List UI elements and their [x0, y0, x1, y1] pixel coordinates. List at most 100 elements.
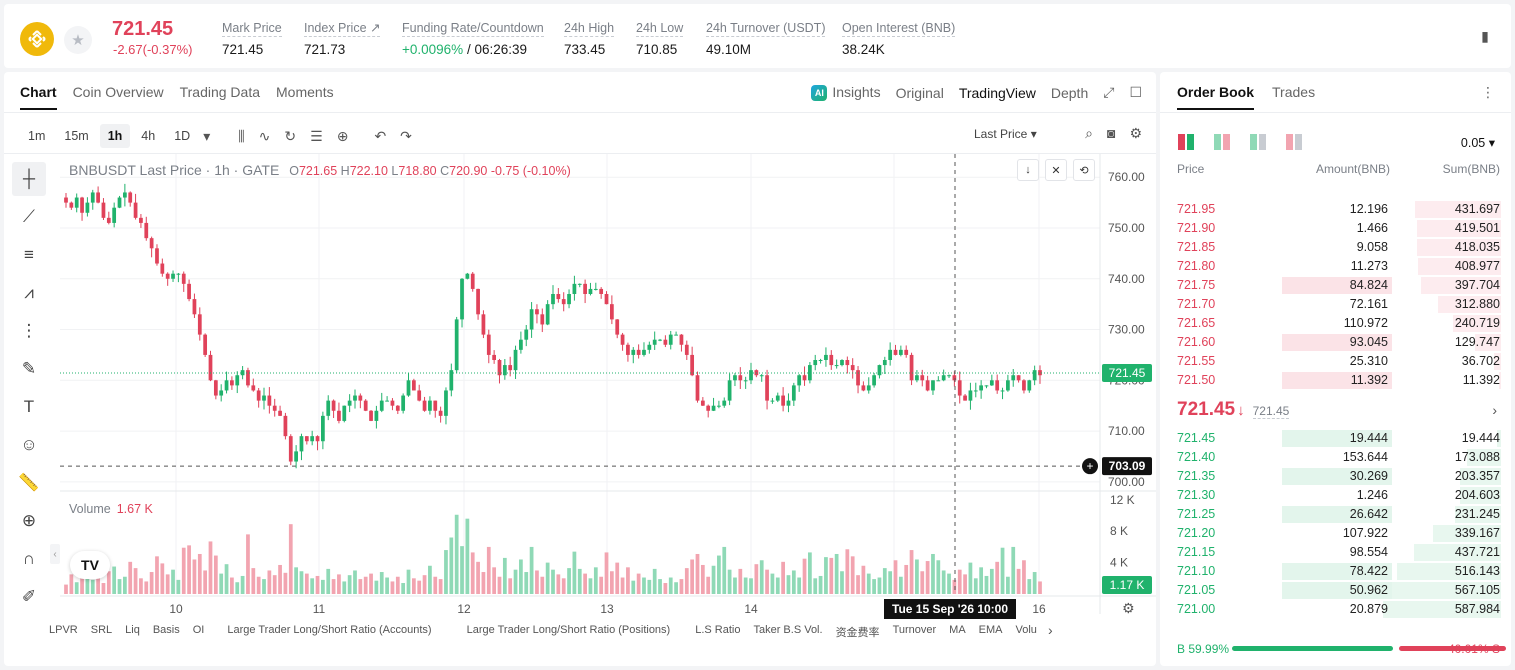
view-depth[interactable]: Depth: [1050, 84, 1089, 101]
ask-row[interactable]: 721.55 25.310 36.702: [1160, 352, 1511, 371]
volume-bar: [122, 576, 127, 594]
magnet-tool-icon[interactable]: ∩: [22, 549, 36, 568]
fib-tool-icon[interactable]: ⋮: [20, 321, 38, 340]
bid-row[interactable]: 721.15 98.554 437.721: [1160, 543, 1511, 562]
bid-row[interactable]: 721.25 26.642 231.245: [1160, 505, 1511, 524]
view-insights[interactable]: AI Insights: [811, 84, 881, 102]
trendline-tool-icon[interactable]: ⟋: [23, 207, 35, 226]
tab-trades[interactable]: Trades: [1272, 84, 1316, 100]
indicator-ls-accounts[interactable]: Large Trader Long/Short Ratio (Accounts): [227, 624, 432, 636]
ask-row[interactable]: 721.60 93.045 129.747: [1160, 333, 1511, 352]
ask-row[interactable]: 721.95 12.196 431.697: [1160, 200, 1511, 219]
ask-row[interactable]: 721.70 72.161 312.880: [1160, 295, 1511, 314]
ask-row[interactable]: 721.80 11.273 408.977: [1160, 257, 1511, 276]
candle-type-icon[interactable]: ⫼: [238, 127, 245, 144]
stat-label[interactable]: Mark Price: [222, 21, 282, 37]
timeframe-1m[interactable]: 1m: [28, 129, 46, 143]
collapse-icon[interactable]: ✕: [1045, 159, 1067, 181]
chevron-down-icon[interactable]: ▾: [203, 127, 211, 144]
indicator-ls-positions[interactable]: Large Trader Long/Short Ratio (Positions…: [466, 624, 671, 636]
bid-row[interactable]: 721.40 153.644 173.088: [1160, 448, 1511, 467]
search-icon[interactable]: ⌕: [1085, 125, 1093, 141]
expand-icon[interactable]: ⤢: [1103, 84, 1115, 101]
bid-row[interactable]: 721.35 30.269 203.357: [1160, 467, 1511, 486]
text-tool-icon[interactable]: T: [23, 397, 35, 416]
settings-gear-icon[interactable]: ⚙: [1122, 600, 1135, 616]
indicator-volume[interactable]: Volu: [1015, 624, 1037, 636]
ask-row[interactable]: 721.90 1.466 419.501: [1160, 219, 1511, 238]
stat-label[interactable]: Funding Rate/Countdown: [402, 21, 544, 37]
indicator-funding[interactable]: 资金费率: [835, 627, 880, 639]
zoom-tool-icon[interactable]: ⊕: [21, 511, 37, 530]
ask-row[interactable]: 721.75 84.824 397.704: [1160, 276, 1511, 295]
ruler-tool-icon[interactable]: 📏: [18, 473, 40, 492]
price-step-select[interactable]: 0.05 ▾: [1460, 136, 1495, 150]
stat-label[interactable]: Index Price ↗: [304, 21, 381, 37]
indicator-turnover[interactable]: Turnover: [892, 624, 937, 636]
timeframe-4h[interactable]: 4h: [141, 129, 156, 143]
view-original[interactable]: Original: [895, 84, 944, 101]
gear-icon[interactable]: ⚙: [1129, 125, 1142, 141]
timeframe-1h[interactable]: 1h: [99, 124, 131, 148]
bid-row[interactable]: 721.45 19.444 19.444: [1160, 429, 1511, 448]
volume-bar: [502, 557, 507, 594]
mode-mixed-icon[interactable]: [1214, 134, 1232, 150]
brush-tool-icon[interactable]: ✎: [21, 359, 37, 378]
indicator-taker-vol[interactable]: Taker B.S Vol.: [753, 624, 823, 636]
indicator-lpvr[interactable]: LPVR: [49, 624, 78, 636]
bid-row[interactable]: 721.00 20.879 587.984: [1160, 600, 1511, 619]
emoji-tool-icon[interactable]: ☺: [20, 435, 38, 454]
timeframe-1d[interactable]: 1D: [174, 129, 191, 143]
horizontal-lines-tool-icon[interactable]: ≡: [24, 245, 34, 264]
indicator-ls-ratio[interactable]: L.S Ratio: [695, 624, 741, 636]
ask-row[interactable]: 721.65 110.972 240.719: [1160, 314, 1511, 333]
bid-row[interactable]: 721.05 50.962 567.105: [1160, 581, 1511, 600]
timeframe-15m[interactable]: 15m: [64, 129, 89, 143]
tab-coin-overview[interactable]: Coin Overview: [72, 84, 164, 100]
bid-row[interactable]: 721.30 1.246 204.603: [1160, 486, 1511, 505]
undo-icon[interactable]: ↶: [374, 127, 387, 144]
candle-body: [481, 314, 486, 335]
redo-icon[interactable]: ↷: [400, 127, 412, 144]
indicators-icon[interactable]: ∿: [258, 127, 271, 144]
tab-moments[interactable]: Moments: [276, 84, 334, 100]
chevron-right-icon[interactable]: ›: [1492, 402, 1497, 418]
tab-chart[interactable]: Chart: [20, 84, 57, 110]
pattern-tool-icon[interactable]: ⩘: [24, 283, 34, 302]
indicator-srl[interactable]: SRL: [90, 624, 113, 636]
bid-row[interactable]: 721.20 107.922 339.167: [1160, 524, 1511, 543]
camera-icon[interactable]: ◙: [1106, 125, 1116, 141]
indicator-ma[interactable]: MA: [949, 624, 966, 636]
pencil-lock-tool-icon[interactable]: ✐: [21, 587, 37, 606]
stat-label[interactable]: Open Interest (BNB): [842, 21, 956, 37]
template-icon[interactable]: ☰: [310, 127, 323, 144]
indicator-liq[interactable]: Liq: [125, 624, 140, 636]
candle-body: [417, 390, 422, 401]
chevron-left-icon[interactable]: ‹: [50, 544, 60, 564]
mode-asks-icon[interactable]: [1286, 134, 1304, 150]
replay-icon[interactable]: ↻: [284, 127, 297, 144]
view-tradingview[interactable]: TradingView: [958, 84, 1036, 101]
more-icon[interactable]: ⋮: [1481, 84, 1495, 100]
arrow-down-icon[interactable]: ↓: [1017, 159, 1039, 181]
tab-order-book[interactable]: Order Book: [1177, 84, 1254, 110]
crosshair-tool-icon[interactable]: ┼: [12, 162, 46, 196]
indicator-oi[interactable]: OI: [192, 624, 205, 636]
indicator-ema[interactable]: EMA: [978, 624, 1003, 636]
info-book-icon[interactable]: ▮: [1481, 27, 1489, 44]
add-indicator-icon[interactable]: ⊕: [336, 127, 349, 144]
price-chart[interactable]: 760.00750.00740.00730.00720.00710.00700.…: [4, 154, 1156, 624]
chevron-right-icon[interactable]: ›: [1048, 622, 1053, 638]
tab-trading-data[interactable]: Trading Data: [179, 84, 261, 100]
bid-row[interactable]: 721.10 78.422 516.143: [1160, 562, 1511, 581]
mode-bids-icon[interactable]: [1250, 134, 1268, 150]
reset-icon[interactable]: ⟲: [1073, 159, 1095, 181]
favorite-star-icon[interactable]: ★: [64, 26, 92, 54]
price-type-select[interactable]: Last Price ▾: [974, 127, 1037, 141]
window-icon[interactable]: ☐: [1129, 84, 1142, 101]
mode-both-icon[interactable]: [1178, 134, 1196, 150]
tradingview-logo-icon[interactable]: TV: [70, 551, 110, 579]
ask-row[interactable]: 721.85 9.058 418.035: [1160, 238, 1511, 257]
ask-row[interactable]: 721.50 11.392 11.392: [1160, 371, 1511, 390]
indicator-basis[interactable]: Basis: [152, 624, 180, 636]
